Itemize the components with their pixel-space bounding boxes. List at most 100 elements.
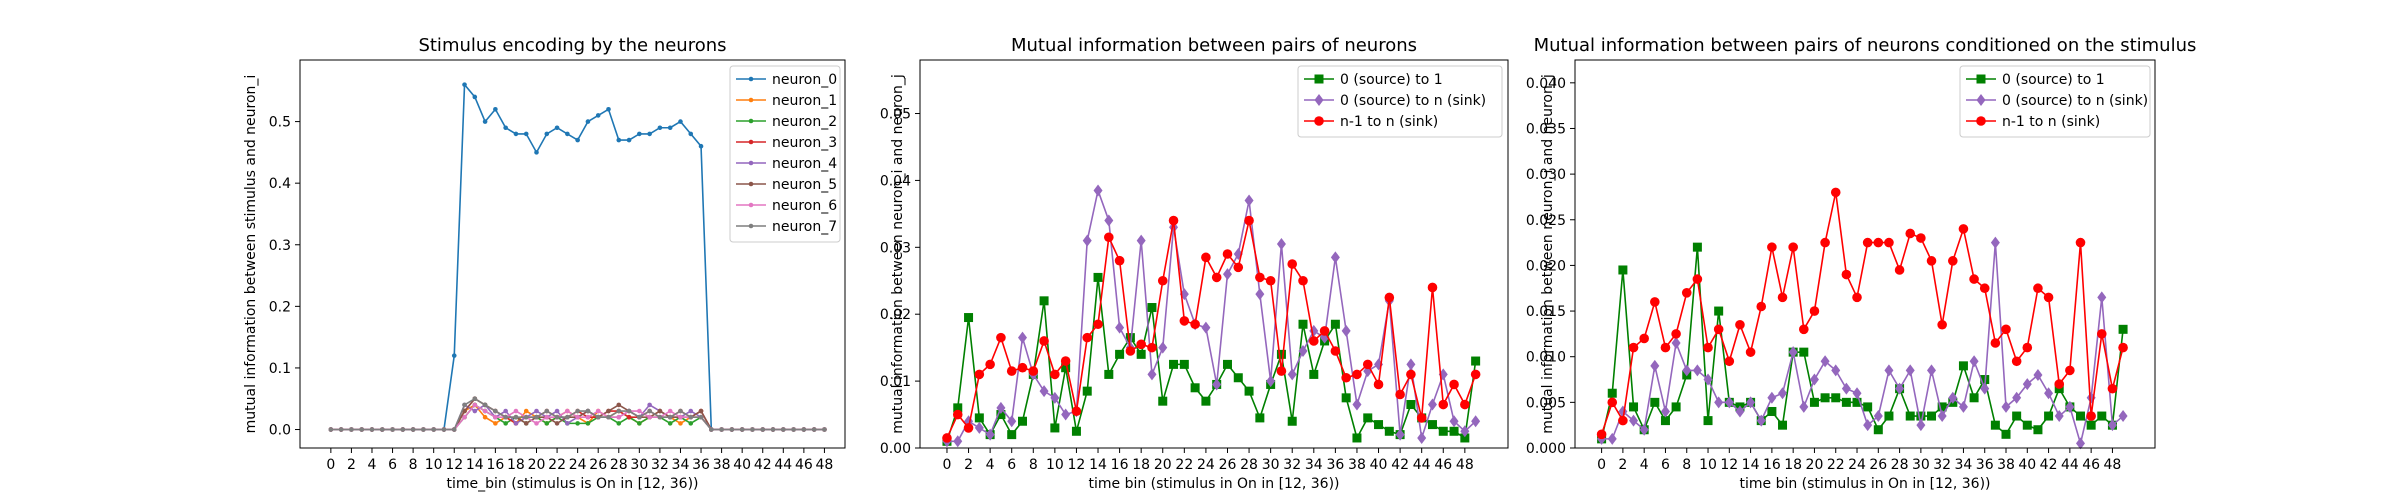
chart-0-series-5: [328, 396, 827, 432]
chart-2-series-2-point-1: [1607, 397, 1618, 408]
chart-2-series-1-point-9: [1692, 364, 1702, 377]
chart-1-series-0-point-46: [1438, 426, 1448, 436]
chart-0-series-7-point-28: [616, 408, 622, 414]
chart-1-series-2-point-12: [1071, 406, 1082, 417]
chart-1-series-0-point-24: [1201, 396, 1211, 406]
chart-2-series-2-point-6: [1660, 342, 1671, 353]
x-tick-label: 20: [1806, 457, 1824, 473]
chart-1-series-2-point-15: [1104, 232, 1114, 243]
chart-1-series-0-point-23: [1190, 383, 1200, 393]
x-tick-label: 14: [1089, 457, 1107, 473]
x-tick-label: 6: [1007, 457, 1016, 473]
x-tick-label: 44: [1413, 457, 1431, 473]
chart-1-series-2-point-23: [1190, 319, 1200, 330]
chart-0-series-7-point-15: [482, 402, 488, 408]
chart-2-series-2-point-41: [2033, 283, 2043, 294]
chart-2-series-2-point-43: [2054, 379, 2065, 389]
chart-2-series-1-point-11: [1714, 396, 1724, 409]
x-tick-label: 40: [2018, 457, 2036, 473]
chart-0-series-7-point-8: [410, 427, 416, 432]
chart-1-series-0-point-17: [1125, 333, 1135, 343]
chart-1-series-1-point-1: [953, 435, 963, 448]
chart-0-series-2-point-35: [688, 421, 694, 426]
chart-1-series-1-point-49: [1471, 415, 1481, 428]
chart-0-series-legend-7-point-0: [748, 223, 754, 229]
chart-0-series-4-point-22: [554, 408, 560, 414]
chart-2-series-1-point-35: [1969, 355, 1979, 368]
x-tick-label: 0: [943, 457, 952, 473]
chart-0-series-2-point-25: [585, 421, 591, 426]
chart-0-series-7-point-5: [379, 427, 385, 432]
chart-0-series-2-point-30: [637, 421, 642, 426]
chart-2-series-0-point-24: [1852, 397, 1862, 407]
chart-1-series-2-point-28: [1244, 215, 1254, 226]
x-tick-label: 6: [388, 457, 397, 473]
chart-2-series-2-point-26: [1873, 237, 1884, 248]
chart-2-series-0-point-20: [1809, 397, 1819, 407]
chart-1-series-0-point-15: [1104, 369, 1114, 379]
chart-2-series-0-point-34: [1958, 361, 1968, 371]
chart-0-series-6-point-14: [472, 402, 478, 408]
chart-2-series-0-point-6: [1660, 416, 1670, 426]
chart-2-series-2-point-5: [1650, 297, 1660, 307]
x-tick-label: 34: [1955, 457, 1973, 473]
x-tick-label: 8: [1682, 457, 1691, 473]
chart-2-series-2-point-3: [1628, 342, 1639, 353]
chart-2-series-1-point-12: [1724, 396, 1734, 409]
chart-1-series-1-point-29: [1255, 288, 1265, 301]
chart-0-series-7-point-1: [338, 427, 344, 432]
chart-2-series-2-point-18: [1788, 242, 1798, 252]
y-tick-label: 0.040: [1526, 76, 1566, 92]
chart-title: Mutual information between pairs of neur…: [1534, 35, 2197, 56]
x-tick-label: 32: [651, 457, 669, 473]
x-tick-label: 38: [1997, 457, 2015, 473]
chart-1-series-1-point-11: [1061, 408, 1071, 421]
x-tick-label: 20: [528, 457, 546, 473]
chart-0-series-7-point-13: [462, 402, 467, 408]
chart-0-series-legend-3-point-0: [748, 139, 754, 145]
chart-0-series-2-point-24: [575, 421, 580, 426]
chart-0-series-5-point-19: [523, 421, 529, 426]
x-tick-label: 30: [1262, 457, 1280, 473]
x-tick-label: 4: [986, 457, 995, 473]
chart-2-series-0-point-23: [1841, 397, 1851, 407]
chart-1-series-1-point-32: [1287, 368, 1297, 381]
chart-2-series-1-point-29: [1905, 364, 1915, 377]
chart-0-series-7-point-14: [472, 396, 478, 402]
chart-2-series-0-point-21: [1820, 393, 1830, 403]
legend-label: neuron_7: [772, 219, 837, 235]
x-tick-label: 10: [425, 457, 443, 473]
chart-0-series-7-point-7: [400, 427, 406, 432]
chart-1-series-2-point-8: [1028, 366, 1039, 376]
y-tick-label: 0.3: [269, 238, 291, 254]
chart-1-series-0-point-16: [1115, 349, 1125, 359]
chart-0-series-7-point-0: [328, 427, 334, 432]
x-tick-label: 28: [610, 457, 628, 473]
chart-2-series-0-point-32: [1937, 402, 1947, 412]
y-axis-label: mutual information between neuron_i and …: [890, 74, 906, 434]
x-tick-label: 18: [507, 457, 525, 473]
chart-1-series-1-point-25: [1212, 378, 1222, 391]
chart-1-series-2-point-20: [1157, 275, 1168, 286]
chart-2-series-2-point-24: [1852, 292, 1862, 303]
chart-1-series-0-point-19: [1147, 303, 1157, 313]
x-tick-label: 34: [1305, 457, 1323, 473]
chart-1-series-1-point-14: [1093, 184, 1103, 197]
chart-2-series-0-point-16: [1767, 406, 1777, 416]
x-tick-label: 8: [1029, 457, 1038, 473]
chart-0-series-7-point-38: [719, 427, 724, 432]
chart-1-series-1-point-38: [1352, 398, 1362, 411]
x-tick-label: 10: [1699, 457, 1717, 473]
chart-0-series-legend-4-point-0: [748, 160, 754, 166]
chart-0-series-legend-2-point-0: [748, 118, 754, 124]
x-tick-label: 36: [1976, 457, 1994, 473]
chart-2-series-1-point-48: [2107, 419, 2117, 432]
chart-0-series-6-point-13: [462, 414, 467, 420]
chart-2-series-2-point-32: [1937, 319, 1947, 330]
chart-1-series-2-point-36: [1330, 346, 1341, 356]
chart-1-series-1-point-24: [1201, 321, 1211, 334]
chart-1-series-0-point-41: [1384, 426, 1394, 436]
chart-2-series-1-point-18: [1788, 346, 1798, 359]
chart-0-series-6-point-31: [647, 414, 652, 420]
chart-2-series-2-point-4: [1639, 333, 1649, 344]
